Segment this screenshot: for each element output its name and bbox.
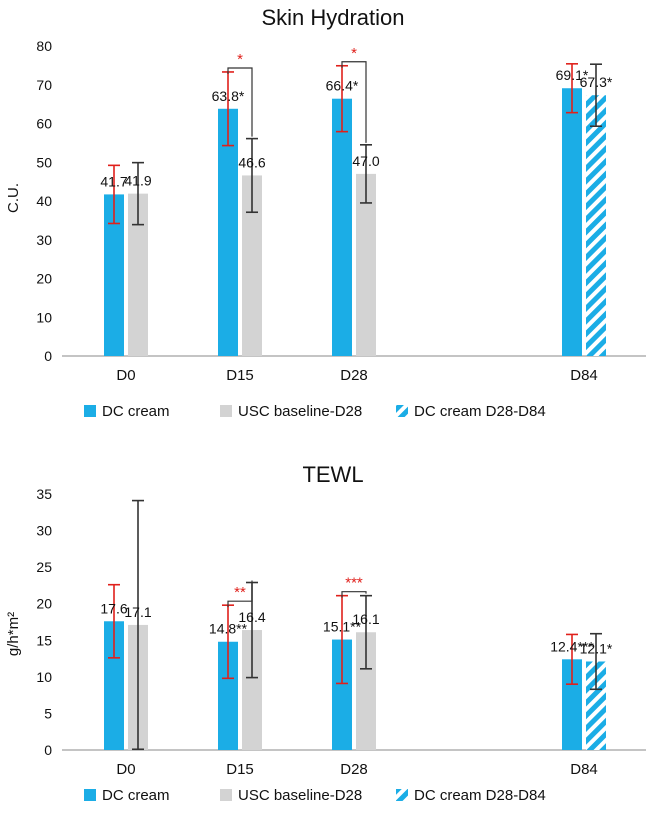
bar <box>562 659 582 750</box>
significance-label: * <box>237 51 243 68</box>
legend-label: USC baseline-D28 <box>238 787 362 804</box>
bar <box>218 108 238 357</box>
legend-swatch <box>84 789 96 801</box>
data-label: 63.8* <box>212 88 245 104</box>
legend-swatch <box>84 405 96 417</box>
bar <box>356 632 376 750</box>
y-tick-label: 25 <box>36 559 52 575</box>
legend-label: DC cream <box>102 787 170 804</box>
y-tick-label: 0 <box>44 348 52 364</box>
bar <box>128 193 148 356</box>
x-tick-label: D15 <box>226 761 254 778</box>
x-tick-label: D15 <box>226 367 254 384</box>
data-label: 67.3* <box>580 74 613 90</box>
data-label: 17.1 <box>124 604 151 620</box>
y-tick-label: 0 <box>44 742 52 758</box>
y-tick-label: 10 <box>36 309 52 325</box>
significance-label: * <box>351 45 357 62</box>
data-label: 12.4*** <box>550 638 594 654</box>
data-label: 16.4 <box>238 609 265 625</box>
y-axis-label: g/h*m² <box>5 612 22 656</box>
data-label: 15.1** <box>323 619 362 635</box>
data-label: 47.0 <box>352 153 379 169</box>
data-label: 14.8** <box>209 621 248 637</box>
data-label: 12.1* <box>580 640 613 656</box>
x-tick-label: D0 <box>116 761 135 778</box>
bar <box>356 173 376 356</box>
y-tick-label: 50 <box>36 154 52 170</box>
legend-swatch <box>220 405 232 417</box>
bar <box>104 194 124 356</box>
chart-title: Skin Hydration <box>261 5 404 30</box>
data-label: 69.1* <box>556 67 589 83</box>
y-tick-label: 20 <box>36 596 52 612</box>
y-tick-label: 40 <box>36 193 52 209</box>
data-label: 46.6 <box>238 154 265 170</box>
bar <box>332 98 352 356</box>
x-tick-label: D28 <box>340 761 368 778</box>
legend-label: USC baseline-D28 <box>238 403 362 420</box>
y-tick-label: 5 <box>44 705 52 721</box>
y-tick-label: 70 <box>36 77 52 93</box>
data-label: 41.9 <box>124 173 151 189</box>
y-tick-label: 30 <box>36 523 52 539</box>
legend-label: DC cream D28-D84 <box>414 787 546 804</box>
y-tick-label: 80 <box>36 38 52 54</box>
significance-bracket <box>341 591 367 598</box>
x-tick-label: D28 <box>340 367 368 384</box>
y-tick-label: 30 <box>36 232 52 248</box>
y-tick-label: 20 <box>36 271 52 287</box>
bar <box>242 175 262 356</box>
bar <box>562 88 582 357</box>
legend-swatch <box>396 789 408 801</box>
data-label: 17.6 <box>100 600 127 616</box>
y-tick-label: 10 <box>36 669 52 685</box>
significance-bracket <box>341 61 367 143</box>
x-tick-label: D84 <box>570 367 598 384</box>
y-axis-label: C.U. <box>5 183 22 213</box>
x-tick-label: D84 <box>570 761 598 778</box>
skin-hydration-chart: Skin Hydration C.U. 0 10 20 30 40 50 60 70 80 D0 D… <box>5 5 646 420</box>
bar <box>586 95 606 357</box>
data-label: 41.7 <box>100 173 127 189</box>
y-tick-label: 60 <box>36 116 52 132</box>
y-tick-label: 15 <box>36 632 52 648</box>
x-tick-label: D0 <box>116 367 135 384</box>
chart-title: TEWL <box>302 462 363 487</box>
legend: DC cream USC baseline-D28 DC cream D28-D84 <box>84 403 546 420</box>
data-label: 16.1 <box>352 611 379 627</box>
tewl-chart: TEWL g/h*m² 0 5 10 15 20 25 30 35 D0 D15 D28 D84 17… <box>5 462 646 804</box>
legend-swatch <box>220 789 232 801</box>
legend-label: DC cream D28-D84 <box>414 403 546 420</box>
significance-label: *** <box>345 575 363 592</box>
significance-label: ** <box>234 584 246 601</box>
bar <box>104 621 124 750</box>
bar <box>332 639 352 750</box>
legend-label: DC cream <box>102 403 170 420</box>
bar <box>218 641 238 750</box>
significance-bracket <box>227 580 253 608</box>
legend: DC cream USC baseline-D28 DC cream D28-D84 <box>84 787 546 804</box>
bar <box>242 630 262 750</box>
significance-bracket <box>227 67 253 137</box>
legend-swatch <box>396 405 408 417</box>
bar <box>586 661 606 750</box>
data-label: 66.4* <box>326 78 359 94</box>
y-tick-label: 35 <box>36 486 52 502</box>
